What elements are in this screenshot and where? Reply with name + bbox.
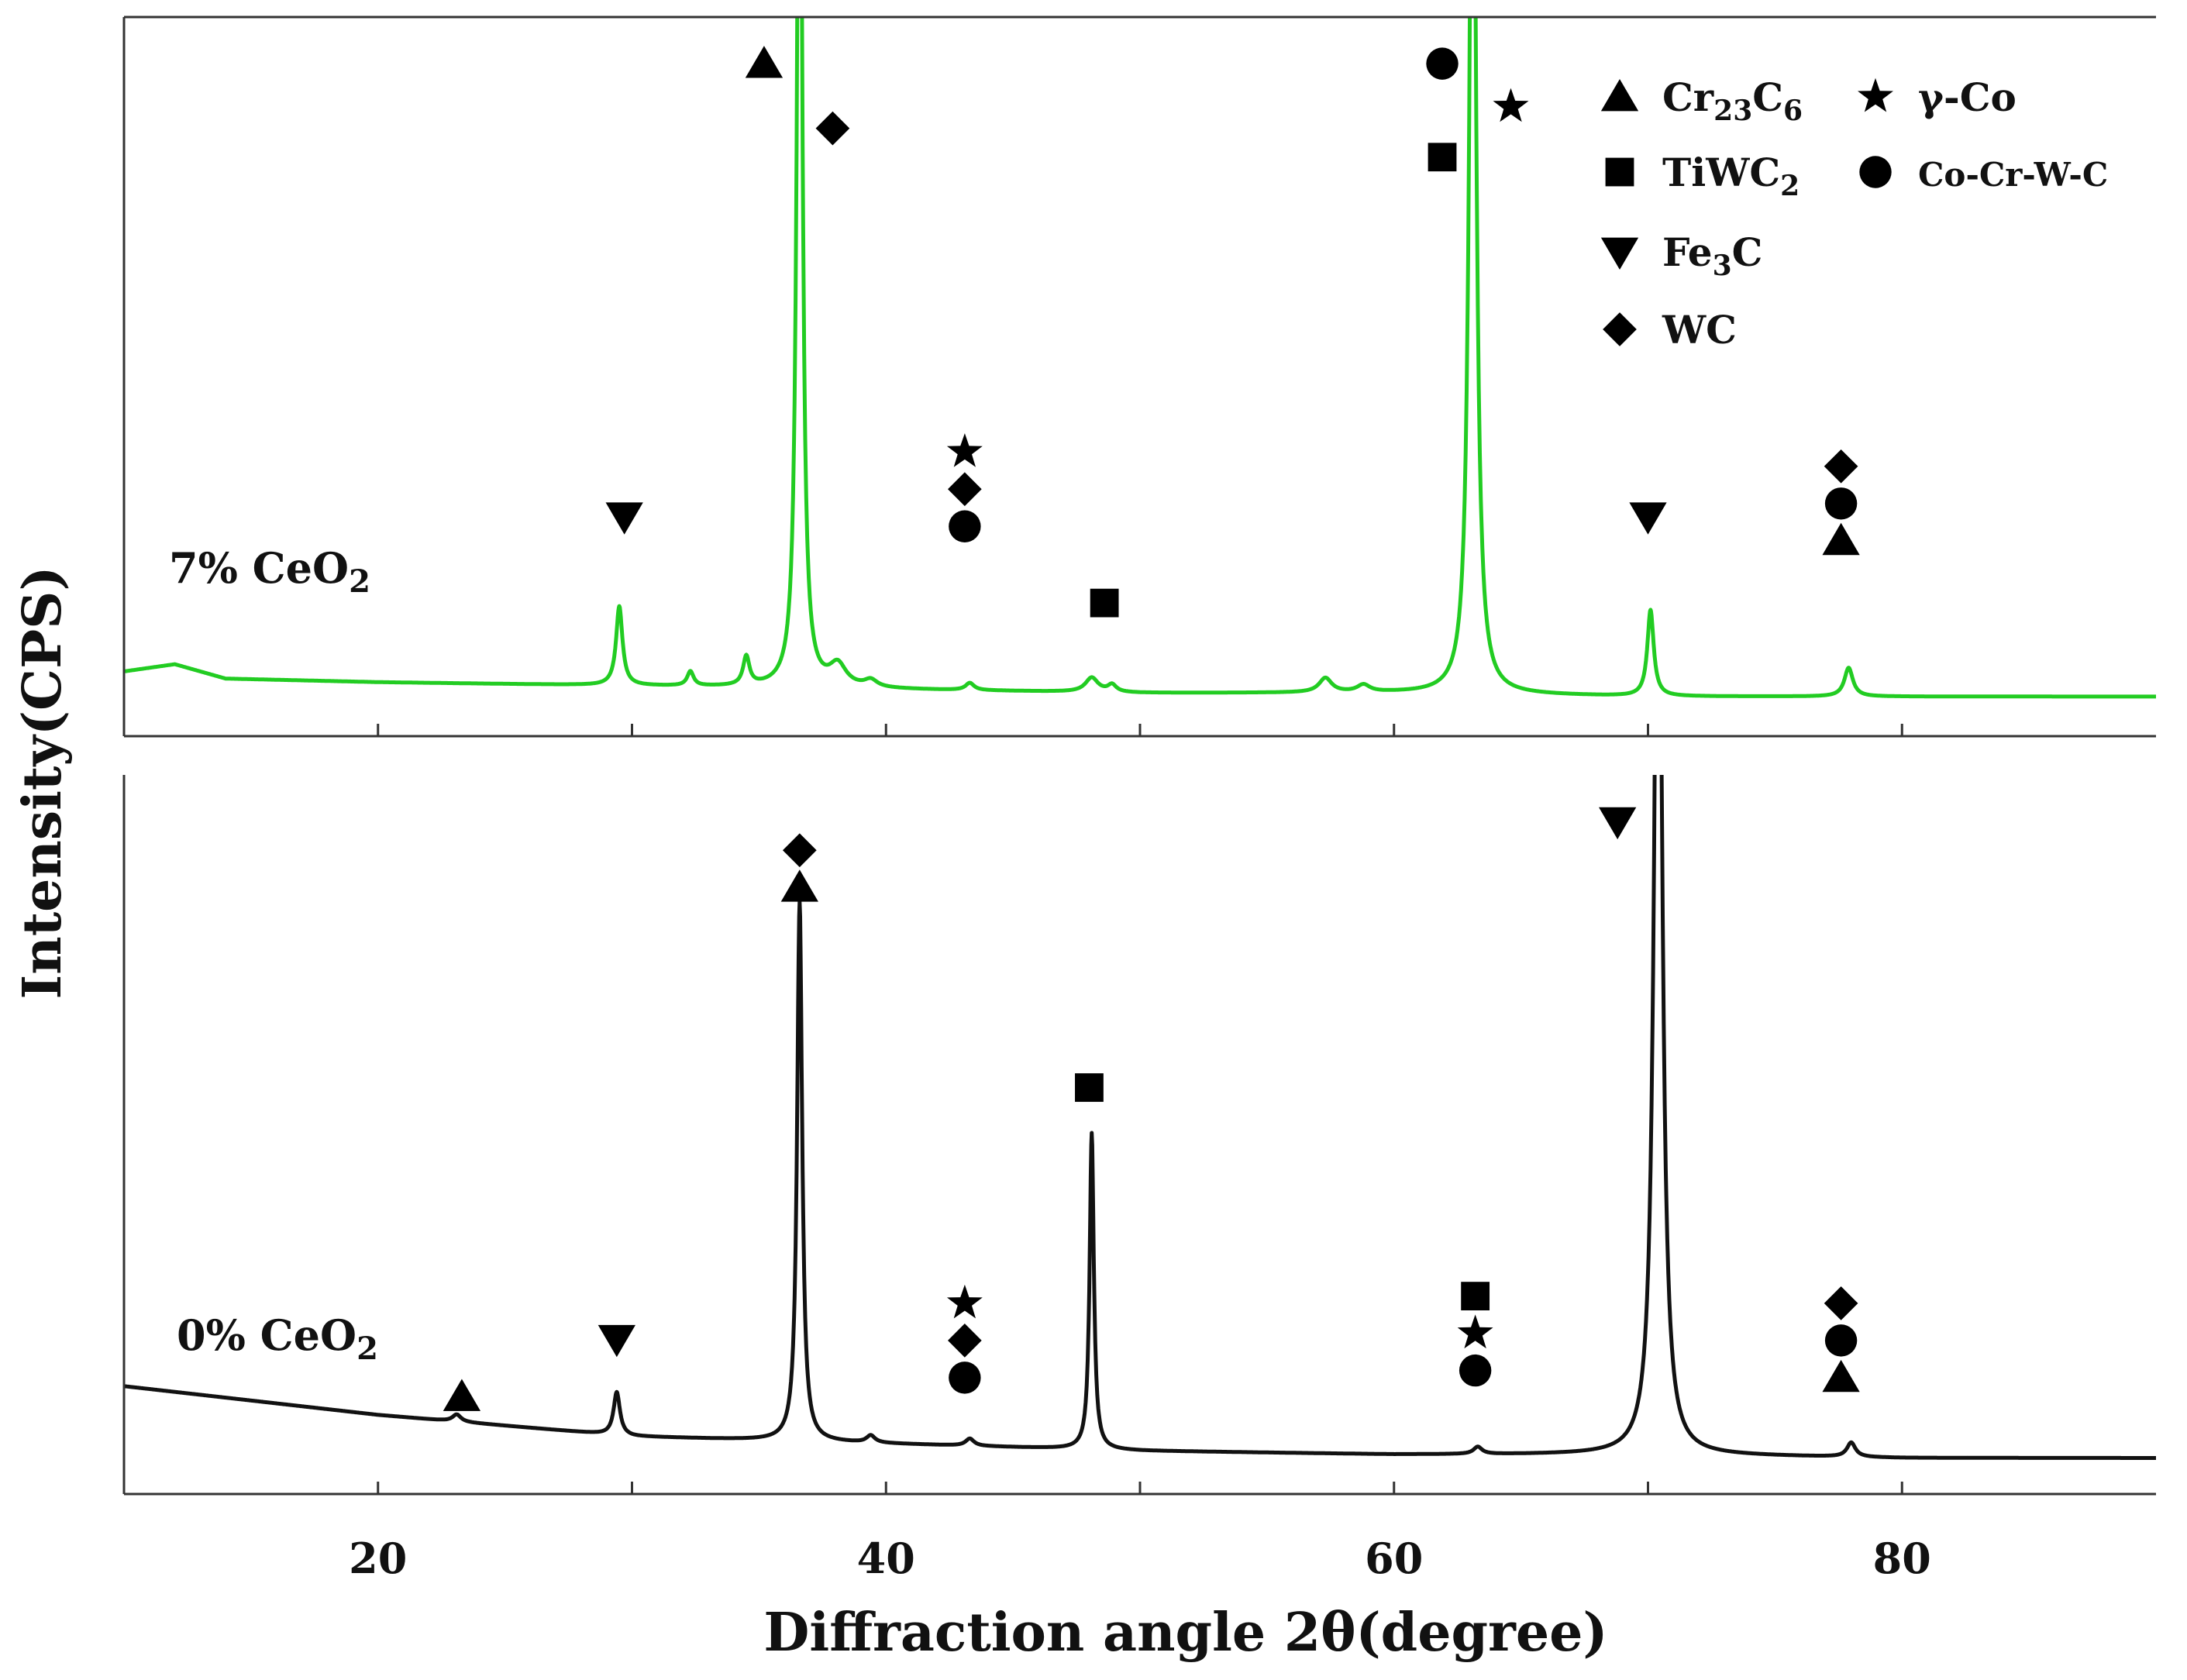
diamond-icon	[782, 833, 817, 868]
diamond-icon	[815, 111, 850, 146]
top-panel: 7% CeO2	[122, 15, 2156, 738]
square-icon	[1461, 1282, 1490, 1310]
legend-label: TiWC2	[1662, 150, 1800, 202]
peak-marker-group	[780, 833, 818, 902]
peak-marker-group	[1599, 807, 1637, 840]
legend-label-subscript: 2	[1780, 170, 1800, 202]
peak-marker-group	[1457, 1282, 1493, 1387]
peak-marker-group	[1629, 502, 1667, 535]
legend-item: Cr23C6	[1600, 74, 1803, 127]
legend-label-part: C	[1732, 229, 1763, 275]
star-icon	[1493, 88, 1529, 122]
triangle-down-icon	[1600, 237, 1639, 270]
legend-label-part: Cr	[1662, 74, 1714, 120]
triangle-up-icon	[1822, 522, 1860, 556]
legend-label-subscript: 3	[1713, 250, 1732, 282]
star-icon	[1457, 1314, 1493, 1349]
legend-label-part: γ-Co	[1918, 74, 2017, 120]
triangle-up-icon	[443, 1379, 481, 1411]
x-axis: 20 40 60 80	[349, 1534, 1931, 1583]
circle-icon	[1824, 487, 1858, 520]
x-tick-label: 80	[1873, 1534, 1931, 1583]
peak-marker-group	[1822, 1286, 1860, 1393]
triangle-down-icon	[605, 502, 643, 535]
legend-label-part: TiWC	[1662, 150, 1780, 195]
peak-marker-group	[745, 46, 784, 78]
legend-label-part: WC	[1662, 307, 1737, 353]
diamond-icon	[1824, 1286, 1858, 1320]
peak-marker-group	[946, 1284, 983, 1394]
square-icon	[1605, 157, 1634, 187]
peak-marker-group	[1090, 588, 1119, 618]
peak-marker-group	[946, 433, 983, 542]
peak-marker-group	[815, 111, 850, 146]
series-label: 7% CeO2	[169, 543, 370, 600]
diamond-icon	[1824, 449, 1858, 484]
bottom-panel: 0% CeO2	[122, 775, 2156, 1496]
triangle-up-icon	[745, 46, 784, 78]
legend-label: WC	[1662, 307, 1737, 353]
peak-marker-group	[1428, 143, 1457, 172]
triangle-up-icon	[780, 869, 818, 902]
triangle-down-icon	[1629, 502, 1667, 535]
legend-label: Fe3C	[1662, 229, 1762, 282]
circle-icon	[1426, 47, 1459, 80]
square-icon	[1090, 588, 1119, 618]
square-icon	[1075, 1073, 1104, 1102]
series-line-0pct-ceo2	[124, 775, 2156, 1460]
peak-marker-group	[1075, 1073, 1104, 1102]
legend-label-part: Fe	[1662, 229, 1713, 275]
x-tick-label: 40	[857, 1534, 915, 1583]
legend-item: γ-Co	[1858, 74, 2017, 120]
peak-marker-group	[1822, 449, 1860, 556]
legend-label-subscript: 6	[1783, 95, 1803, 127]
peak-marker-group	[1426, 47, 1459, 80]
diamond-icon	[1603, 312, 1637, 346]
series-label-subscript: 2	[356, 1331, 378, 1367]
diamond-icon	[948, 472, 982, 507]
triangle-down-icon	[598, 1324, 635, 1358]
legend-label: Co-Cr-W-C	[1918, 156, 2108, 194]
legend-item: Fe3C	[1600, 229, 1762, 282]
triangle-down-icon	[1599, 807, 1637, 840]
legend-label-part: Co-Cr-W-C	[1918, 156, 2108, 194]
peak-marker-group	[605, 502, 643, 535]
legend-item: TiWC2	[1605, 150, 1800, 202]
legend-item: WC	[1603, 307, 1737, 353]
triangle-up-icon	[1822, 1359, 1860, 1393]
series-label-main: 0% CeO	[177, 1310, 356, 1360]
triangle-up-icon	[1600, 79, 1639, 112]
series-label-main: 7% CeO	[169, 543, 349, 593]
legend-label-part: C	[1752, 74, 1783, 120]
x-axis-label: Diffraction angle 2θ(degree)	[763, 1602, 1607, 1664]
legend-label-subscript: 23	[1713, 95, 1752, 127]
legend-item: Co-Cr-W-C	[1859, 156, 2108, 194]
peak-marker-group	[1493, 88, 1529, 122]
star-icon	[946, 433, 983, 467]
legend-label: γ-Co	[1918, 74, 2017, 120]
legend-label: Cr23C6	[1662, 74, 1803, 127]
square-icon	[1428, 143, 1457, 172]
circle-icon	[1859, 156, 1892, 188]
y-axis-label: Intensity(CPS)	[12, 566, 74, 999]
circle-icon	[1824, 1324, 1858, 1357]
x-tick-label: 60	[1365, 1534, 1423, 1583]
x-tick-label: 20	[349, 1534, 407, 1583]
circle-icon	[949, 510, 981, 542]
series-label-subscript: 2	[349, 563, 370, 600]
peak-marker-group	[598, 1324, 635, 1358]
star-icon	[1858, 77, 1893, 112]
circle-icon	[949, 1362, 981, 1394]
star-icon	[946, 1284, 983, 1319]
series-label: 0% CeO2	[177, 1310, 378, 1367]
diamond-icon	[948, 1324, 982, 1358]
circle-icon	[1459, 1354, 1492, 1387]
peak-marker-group	[443, 1379, 481, 1411]
series-line-7pct-ceo2	[124, 17, 2156, 699]
